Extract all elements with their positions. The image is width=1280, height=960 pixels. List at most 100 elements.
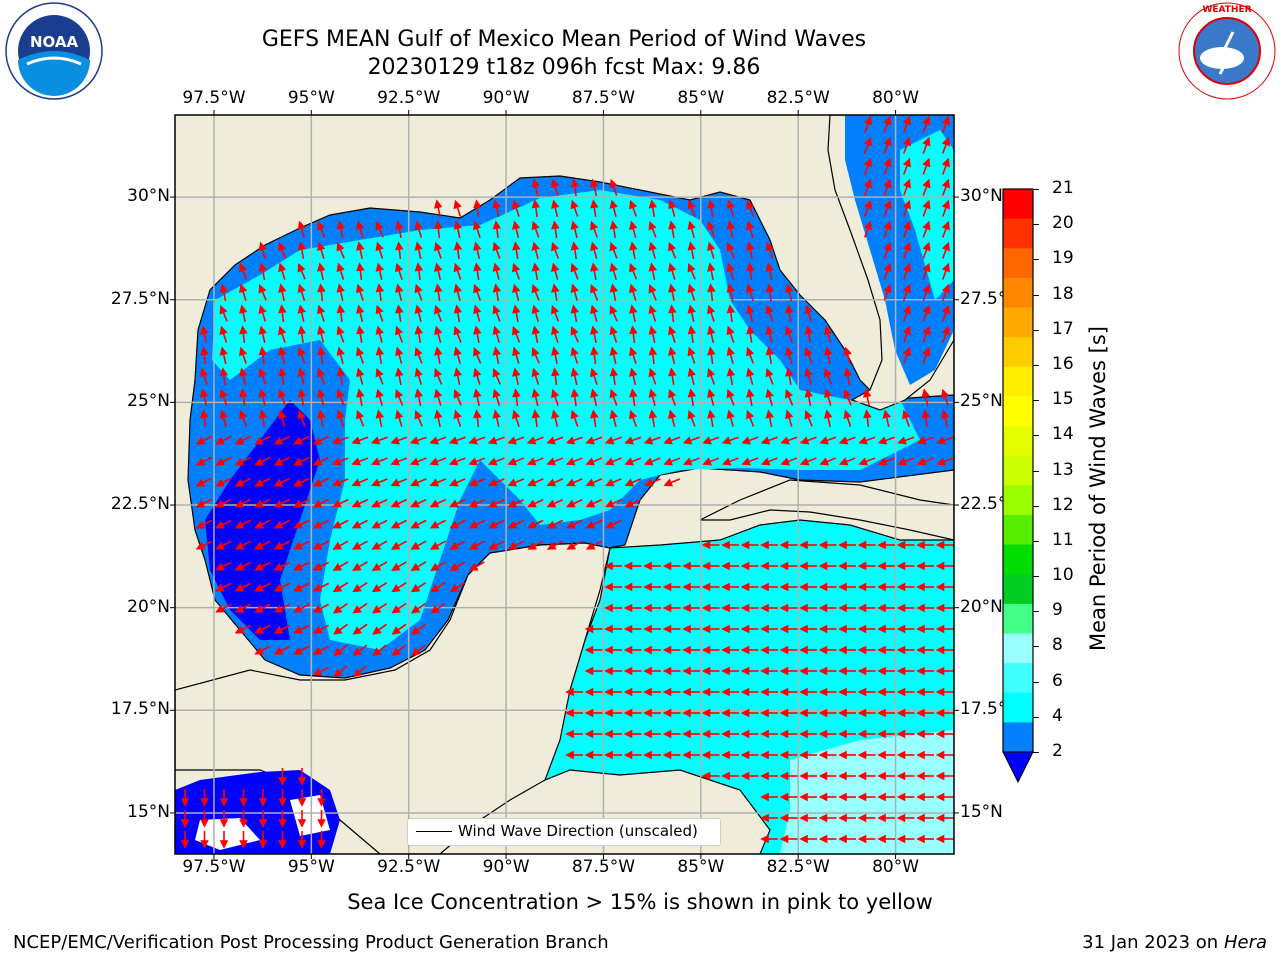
wind-direction-arrow — [941, 283, 950, 301]
wind-direction-arrow — [531, 367, 540, 385]
axis-tick-label: 90°W — [482, 88, 530, 108]
wind-direction-arrow — [390, 540, 407, 550]
wind-direction-arrow — [629, 388, 638, 407]
wind-direction-arrow — [902, 178, 911, 196]
colorbar-segment — [1003, 455, 1033, 486]
colorbar-segment — [1003, 337, 1033, 368]
axis-tick-label: 22.5°N — [110, 494, 170, 515]
wind-direction-arrow — [760, 624, 778, 634]
colorbar-segment — [1003, 277, 1033, 309]
colorbar-tick-mark — [1033, 259, 1039, 261]
wind-direction-arrow — [605, 498, 622, 508]
wind-direction-arrow — [799, 834, 817, 844]
wind-direction-arrow — [200, 789, 209, 807]
wind-direction-arrow — [746, 304, 755, 322]
wind-direction-arrow — [707, 409, 716, 428]
wind-direction-arrow — [414, 220, 423, 238]
wind-direction-arrow — [434, 220, 443, 239]
colorbar-tick-mark — [1033, 611, 1039, 613]
wind-direction-arrow — [512, 409, 521, 427]
wind-direction-arrow — [293, 603, 310, 613]
wind-direction-arrow — [668, 346, 677, 364]
colorbar-segment — [1003, 722, 1033, 753]
wind-direction-arrow — [883, 157, 892, 175]
wind-direction-arrow — [746, 241, 755, 259]
wind-direction-arrow — [278, 241, 287, 259]
wind-direction-arrow — [258, 283, 267, 301]
wind-direction-arrow — [293, 498, 310, 508]
colorbar-segment — [1003, 574, 1033, 605]
wind-direction-arrow — [551, 367, 560, 386]
map-frame — [174, 114, 955, 855]
colorbar-tick-mark — [1033, 540, 1039, 542]
wind-direction-arrow — [468, 436, 486, 445]
wind-direction-arrow — [799, 603, 817, 613]
legend-label: Wind Wave Direction (unscaled) — [458, 822, 698, 840]
wind-direction-arrow — [643, 666, 661, 676]
wind-direction-arrow — [293, 477, 310, 487]
wind-direction-arrow — [411, 644, 426, 656]
wind-direction-arrow — [278, 262, 287, 280]
wind-direction-arrow — [551, 346, 560, 364]
wind-direction-arrow — [760, 729, 778, 739]
wind-direction-arrow — [609, 409, 618, 427]
wind-direction-arrow — [623, 687, 642, 697]
wind-direction-arrow — [434, 388, 443, 406]
wind-direction-arrow — [551, 304, 560, 322]
wind-direction-arrow — [336, 409, 345, 427]
wind-direction-arrow — [941, 136, 950, 154]
wind-direction-arrow — [701, 645, 720, 655]
nws-logo: WEATHER — [1178, 2, 1276, 100]
wind-direction-arrow — [941, 388, 950, 406]
colorbar-tick-mark — [1033, 752, 1039, 753]
wind-direction-arrow — [512, 241, 521, 260]
wind-direction-arrow — [234, 603, 251, 613]
wind-direction-arrow — [449, 478, 466, 487]
wind-direction-arrow — [941, 409, 950, 427]
wind-direction-arrow — [297, 409, 306, 427]
wind-direction-arrow — [922, 136, 931, 154]
wind-direction-arrow — [804, 388, 813, 407]
wind-direction-arrow — [258, 409, 268, 428]
wind-direction-arrow — [473, 409, 482, 428]
wind-direction-arrow — [219, 304, 228, 322]
wind-direction-arrow — [356, 304, 365, 322]
wind-direction-arrow — [449, 519, 466, 529]
wind-direction-arrow — [609, 325, 618, 343]
wind-direction-arrow — [662, 645, 681, 655]
wind-direction-arrow — [356, 388, 365, 407]
wind-direction-arrow — [662, 561, 681, 571]
wind-direction-arrow — [662, 729, 681, 739]
wind-direction-arrow — [648, 220, 657, 238]
wind-direction-arrow — [239, 304, 248, 322]
wind-direction-arrow — [779, 624, 798, 634]
wind-direction-arrow — [916, 582, 934, 592]
wind-direction-arrow — [916, 457, 934, 466]
wind-direction-arrow — [254, 519, 271, 529]
wind-direction-arrow — [604, 708, 622, 718]
wind-direction-arrow — [590, 367, 599, 385]
wind-direction-arrow — [565, 729, 583, 739]
wind-direction-arrow — [391, 602, 407, 614]
wind-direction-arrow — [863, 115, 872, 133]
wind-direction-arrow — [785, 325, 794, 343]
wind-direction-arrow — [843, 367, 852, 386]
wind-direction-arrow — [935, 792, 954, 802]
wind-direction-arrow — [629, 283, 638, 301]
wind-direction-arrow — [371, 602, 388, 614]
wind-direction-arrow — [468, 457, 486, 466]
wind-direction-arrow — [707, 283, 716, 302]
wind-direction-arrow — [877, 645, 895, 655]
wind-direction-arrow — [254, 498, 271, 508]
wind-direction-arrow — [863, 199, 872, 217]
wind-direction-arrow — [195, 498, 212, 508]
wind-direction-arrow — [414, 325, 424, 344]
wind-direction-arrow — [453, 262, 462, 280]
wind-direction-arrow — [941, 178, 950, 196]
wind-direction-arrow — [701, 729, 720, 739]
wind-direction-arrow — [336, 388, 345, 406]
wind-direction-arrow — [297, 831, 307, 849]
wind-direction-arrow — [234, 477, 251, 487]
wind-direction-arrow — [682, 708, 700, 718]
wind-direction-arrow — [570, 388, 580, 407]
